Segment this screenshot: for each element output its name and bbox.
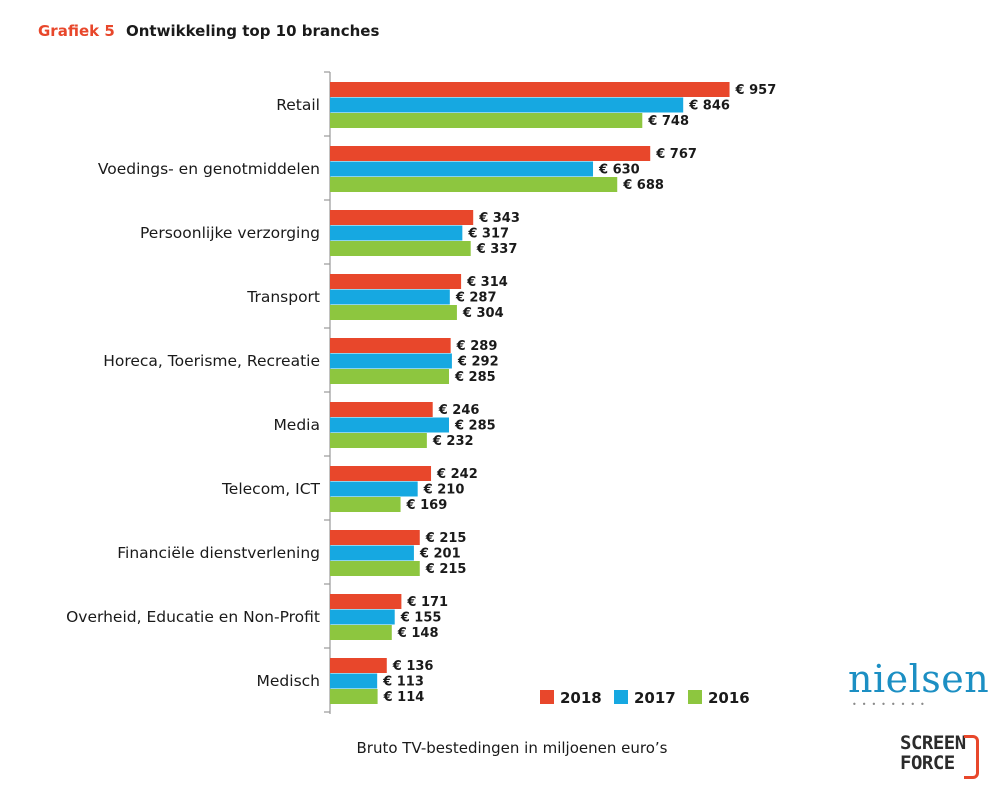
- bar-2016: [330, 625, 392, 640]
- chart-title-text: Ontwikkeling top 10 branches: [126, 22, 380, 40]
- data-label-2017: € 630: [598, 163, 640, 178]
- chart-title-prefix: Grafiek 5: [38, 22, 115, 40]
- legend-label-2016: 2016: [708, 689, 750, 707]
- data-label-2016: € 148: [397, 626, 439, 641]
- category-label: Voedings- en genotmiddelen: [98, 160, 320, 178]
- bar-2016: [330, 113, 643, 128]
- data-label-2016: € 285: [454, 370, 496, 385]
- x-axis-label: Bruto TV-bestedingen in miljoenen euro’s: [357, 739, 668, 757]
- bar-2017: [330, 225, 463, 241]
- legend-swatch-2018: [540, 690, 554, 704]
- data-label-2016: € 114: [383, 690, 425, 705]
- data-label-2016: € 232: [432, 434, 474, 449]
- category-label: Horeca, Toerisme, Recreatie: [103, 352, 320, 370]
- screenforce-logo-line1: SCREEN: [900, 732, 966, 754]
- nielsen-logo: nielsen ••••••••: [848, 657, 990, 710]
- bar-2016: [330, 241, 471, 256]
- data-label-2016: € 337: [476, 242, 518, 257]
- data-label-2018: € 767: [655, 147, 697, 162]
- category-label: Telecom, ICT: [221, 480, 321, 498]
- legend-label-2017: 2017: [634, 689, 676, 707]
- bar-2018: [330, 82, 730, 97]
- category-label: Retail: [276, 96, 320, 114]
- legend-swatch-2016: [688, 690, 702, 704]
- category-label: Financiële dienstverlening: [117, 544, 320, 562]
- category-label: Medisch: [257, 672, 320, 690]
- bar-2017: [330, 289, 450, 305]
- data-label-2016: € 169: [406, 498, 448, 513]
- bar-2016: [330, 561, 420, 576]
- screenforce-bracket-icon: [964, 735, 979, 779]
- bar-2018: [330, 146, 651, 161]
- data-label-2017: € 292: [457, 355, 499, 370]
- data-label-2016: € 688: [622, 178, 664, 193]
- nielsen-logo-text: nielsen: [848, 657, 990, 701]
- data-label-2016: € 304: [462, 306, 504, 321]
- bar-2018: [330, 658, 387, 673]
- data-label-2017: € 113: [382, 675, 424, 690]
- data-label-2017: € 155: [400, 611, 442, 626]
- legend-label-2018: 2018: [560, 689, 602, 707]
- data-label-2016: € 748: [647, 114, 689, 129]
- category-label: Overheid, Educatie en Non-Profit: [66, 608, 320, 626]
- bar-2017: [330, 417, 449, 433]
- data-label-2018: € 242: [436, 467, 478, 482]
- data-label-2017: € 317: [467, 227, 509, 242]
- data-label-2018: € 171: [406, 595, 448, 610]
- data-label-2018: € 215: [425, 531, 467, 546]
- screenforce-logo: SCREEN FORCE: [900, 733, 986, 781]
- data-label-2017: € 201: [419, 547, 461, 562]
- data-label-2018: € 343: [478, 211, 520, 226]
- category-label: Persoonlijke verzorging: [140, 224, 320, 242]
- bar-2017: [330, 353, 452, 369]
- category-label: Transport: [246, 288, 320, 306]
- bar-2017: [330, 97, 684, 113]
- bar-2018: [330, 466, 432, 481]
- data-label-2017: € 285: [454, 419, 496, 434]
- bar-2018: [330, 530, 420, 545]
- bar-2017: [330, 481, 418, 497]
- bar-2017: [330, 673, 378, 689]
- data-label-2018: € 246: [438, 403, 480, 418]
- category-label: Media: [273, 416, 320, 434]
- bar-2016: [330, 177, 618, 192]
- screenforce-logo-line2: FORCE: [900, 752, 955, 774]
- data-label-2018: € 136: [392, 659, 434, 674]
- bar-2017: [330, 609, 395, 625]
- bar-2018: [330, 274, 462, 289]
- bar-2016: [330, 689, 378, 704]
- legend-swatch-2017: [614, 690, 628, 704]
- bar-2016: [330, 497, 401, 512]
- bar-2018: [330, 338, 451, 353]
- data-label-2017: € 210: [423, 483, 465, 498]
- data-label-2017: € 846: [688, 99, 730, 114]
- bar-2016: [330, 433, 427, 448]
- chart-title: Grafiek 5 Ontwikkeling top 10 branches: [38, 22, 379, 40]
- bar-2018: [330, 594, 402, 609]
- bar-2017: [330, 545, 414, 561]
- bar-2016: [330, 305, 457, 320]
- bar-2018: [330, 210, 474, 225]
- data-label-2018: € 289: [456, 339, 498, 354]
- data-label-2017: € 287: [455, 291, 497, 306]
- bar-2018: [330, 402, 433, 417]
- data-label-2016: € 215: [425, 562, 467, 577]
- data-label-2018: € 314: [466, 275, 508, 290]
- data-label-2018: € 957: [735, 83, 777, 98]
- bar-2016: [330, 369, 449, 384]
- nielsen-logo-dots: ••••••••: [852, 700, 930, 709]
- bar-2017: [330, 161, 594, 177]
